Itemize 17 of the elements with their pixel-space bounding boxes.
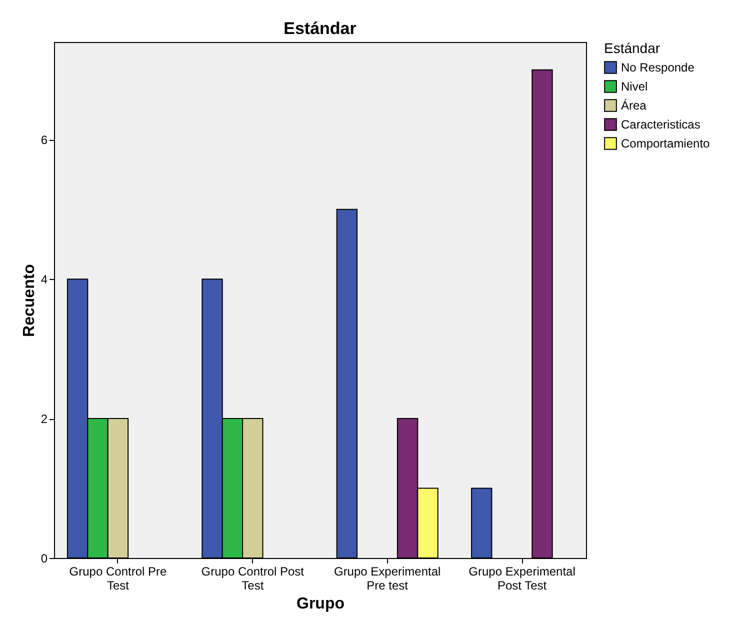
y-tick-label: 2 xyxy=(40,412,48,426)
x-tick-label: Grupo Experimental Pre test xyxy=(334,564,441,592)
y-axis-title: Recuento xyxy=(20,264,38,337)
y-tick-label: 0 xyxy=(40,552,48,566)
legend-title: Estándar xyxy=(604,40,660,56)
y-tick-label: 6 xyxy=(40,133,48,148)
y-tick-label: 4 xyxy=(40,272,48,287)
legend-label: Nivel xyxy=(621,80,648,94)
x-tick-label: Grupo Experimental Post Test xyxy=(468,564,576,592)
legend-label: Caracteristicas xyxy=(621,118,700,132)
legend-label: Comportamiento xyxy=(621,136,710,150)
x-axis-title: Grupo xyxy=(296,596,345,612)
chart-title: Estándar xyxy=(284,19,357,38)
legend-label: Área xyxy=(621,98,647,112)
x-tick-label: Grupo Control Post Test xyxy=(201,564,305,592)
legend-label: No Responde xyxy=(621,60,695,74)
x-tick-label: Grupo Control Pre Test xyxy=(69,564,167,592)
